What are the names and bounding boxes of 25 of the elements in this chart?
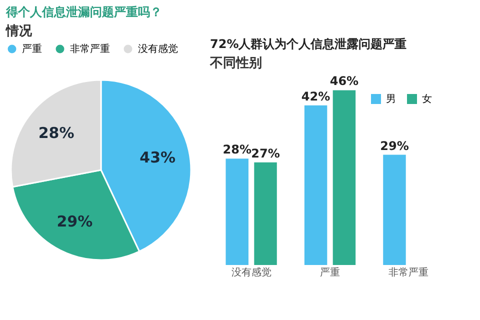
bar: [304, 105, 328, 265]
data-label: 46%: [330, 74, 359, 88]
data-label: 28%: [222, 142, 252, 157]
bar: [254, 162, 277, 265]
legend-label: 女: [422, 93, 432, 105]
data-label: 43%: [140, 148, 176, 166]
data-label: 29%: [380, 138, 409, 153]
chart-subtitle: 情况: [5, 24, 33, 39]
data-label: 29%: [56, 212, 93, 231]
x-tick-label: 非常严重: [388, 266, 429, 278]
chart-title: 72%人群认为个人信息泄露问题严重: [210, 37, 407, 51]
chart-subtitle: 不同性别: [209, 56, 262, 71]
bar: [383, 154, 406, 265]
legend-label: 非常严重: [70, 43, 110, 55]
chart-title: 得个人信息泄漏问题严重吗？: [5, 5, 162, 19]
legend-label: 男: [386, 94, 396, 105]
bar: [226, 158, 248, 265]
x-tick-label: 没有感觉: [231, 266, 272, 278]
data-label: 42%: [301, 89, 330, 104]
data-label: 27%: [251, 146, 280, 160]
legend-label: 严重: [22, 43, 42, 55]
data-label: 28%: [38, 124, 74, 142]
x-tick-label: 严重: [320, 266, 340, 278]
legend-label: 没有感觉: [138, 43, 178, 55]
bar: [332, 90, 356, 265]
